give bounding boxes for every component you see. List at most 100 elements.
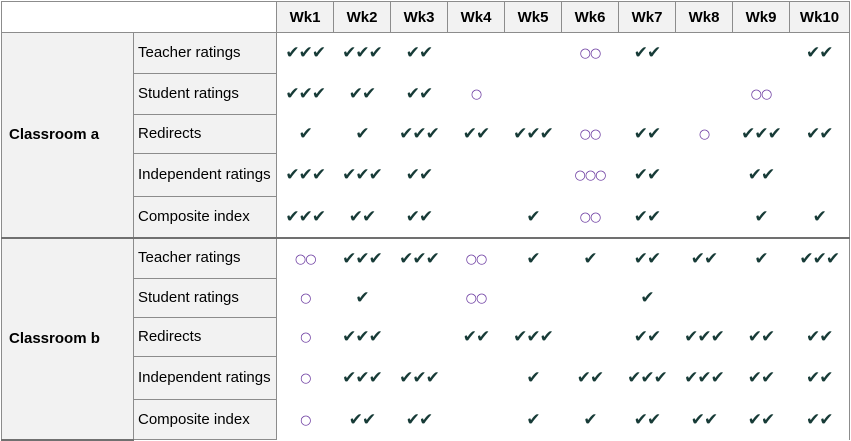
week-cell: ✔✔ bbox=[619, 400, 676, 440]
measure-label: Student ratings bbox=[133, 73, 277, 115]
check-marks: ✔✔✔ bbox=[342, 43, 383, 64]
week-header: Wk1 bbox=[276, 1, 334, 33]
check-marks: ✔✔ bbox=[806, 368, 833, 388]
measure-label: Teacher ratings bbox=[133, 32, 277, 74]
circle-marks: ○ bbox=[300, 412, 311, 428]
week-header: Wk8 bbox=[675, 1, 733, 33]
week-cell bbox=[562, 279, 619, 318]
circle-marks: ○ bbox=[300, 371, 311, 386]
week-cell: ✔✔✔ bbox=[789, 236, 850, 279]
week-header: Wk7 bbox=[618, 1, 676, 33]
check-marks: ✔✔✔ bbox=[399, 368, 440, 388]
check-marks: ✔✔✔ bbox=[684, 327, 725, 347]
week-cell: ✔✔ bbox=[334, 74, 391, 115]
check-marks: ✔✔ bbox=[806, 327, 833, 347]
check-marks: ✔✔✔ bbox=[399, 248, 440, 269]
measure-label: Redirects bbox=[133, 317, 277, 357]
week-cell: ✔✔ bbox=[675, 236, 733, 279]
week-cell: ✔✔ bbox=[618, 236, 676, 279]
check-marks: ✔✔ bbox=[405, 409, 433, 430]
week-cell: ✔✔✔ bbox=[676, 318, 733, 357]
week-cell: ✔✔✔ bbox=[334, 33, 391, 74]
check-marks: ✔✔✔ bbox=[285, 84, 326, 104]
table-row: Student ratings ✔✔✔ ✔✔ ✔✔ ○ ○○ bbox=[2, 73, 850, 115]
check-marks: ✔✔✔ bbox=[684, 368, 725, 388]
check-marks: ✔ bbox=[583, 248, 597, 269]
circle-marks: ○ bbox=[300, 330, 311, 345]
circle-marks: ○ bbox=[698, 127, 710, 142]
check-marks: ✔✔ bbox=[633, 327, 661, 347]
week-cell: ✔✔✔ bbox=[505, 115, 562, 154]
week-cell: ✔✔✔ bbox=[334, 357, 391, 400]
week-cell: ✔✔ bbox=[562, 357, 619, 400]
measure-label: Composite index bbox=[133, 399, 277, 440]
check-marks: ✔✔ bbox=[747, 165, 775, 185]
week-header: Wk10 bbox=[789, 1, 850, 33]
table-body: Classroom a Teacher ratings ✔✔✔ ✔✔✔ ✔✔ ○○ ✔✔ ✔✔… bbox=[1, 32, 850, 441]
week-cell: ✔✔✔ bbox=[333, 236, 391, 279]
check-marks: ✔✔✔ bbox=[342, 368, 383, 388]
header-row: Wk1 Wk2 Wk3 Wk4 Wk5 Wk6 Wk7 Wk8 Wk9 Wk10 bbox=[1, 1, 850, 33]
week-cell: ✔✔✔ bbox=[391, 115, 448, 154]
week-cell: ○○ bbox=[562, 115, 619, 154]
check-marks: ✔ bbox=[812, 206, 827, 227]
week-cell: ✔ bbox=[505, 197, 562, 238]
week-header: Wk6 bbox=[561, 1, 619, 33]
check-marks: ✔ bbox=[526, 206, 540, 227]
check-marks: ✔✔ bbox=[633, 248, 661, 269]
circle-marks: ○○ bbox=[579, 209, 602, 225]
check-marks: ✔✔ bbox=[405, 43, 433, 64]
check-marks: ✔✔ bbox=[633, 43, 661, 64]
week-cell: ✔✔ bbox=[391, 74, 448, 115]
measure-label: Teacher ratings bbox=[133, 236, 277, 279]
measure-label: Student ratings bbox=[133, 278, 277, 318]
week-cell: ✔✔ bbox=[334, 197, 391, 238]
week-cell: ✔✔ bbox=[733, 318, 790, 357]
week-cell: ✔✔ bbox=[391, 33, 448, 74]
check-marks: ✔✔✔ bbox=[513, 327, 554, 347]
week-cell: ✔✔ bbox=[619, 154, 676, 197]
check-marks: ✔✔ bbox=[747, 327, 775, 347]
week-cell bbox=[391, 318, 448, 357]
week-cell: ✔✔ bbox=[391, 400, 448, 440]
check-marks: ✔ bbox=[754, 248, 768, 269]
week-cell bbox=[562, 74, 619, 115]
check-marks: ✔ bbox=[640, 288, 654, 308]
week-cell bbox=[448, 154, 505, 197]
week-cell: ✔✔ bbox=[789, 317, 850, 357]
week-cell bbox=[505, 33, 562, 74]
week-cell: ✔ bbox=[562, 400, 619, 440]
week-cell: ✔✔ bbox=[448, 115, 505, 154]
check-marks: ✔ bbox=[754, 206, 768, 227]
check-marks: ✔✔ bbox=[806, 409, 833, 430]
week-cell: ✔✔✔ bbox=[277, 33, 334, 74]
circle-marks: ○○ bbox=[579, 127, 602, 142]
measure-label: Independent ratings bbox=[133, 153, 277, 197]
week-cell: ✔✔ bbox=[789, 114, 850, 154]
check-marks: ✔✔✔ bbox=[513, 124, 554, 144]
week-cell: ✔✔✔ bbox=[390, 236, 448, 279]
week-cell: ○ bbox=[277, 318, 334, 357]
week-cell: ✔✔ bbox=[391, 154, 448, 197]
week-cell: ○ bbox=[676, 115, 733, 154]
check-marks: ✔✔ bbox=[405, 206, 433, 227]
check-marks: ✔ bbox=[526, 409, 540, 430]
check-marks: ✔✔ bbox=[690, 409, 718, 430]
circle-marks: ○○ bbox=[579, 46, 602, 62]
corner-cell bbox=[1, 1, 277, 33]
week-cell: ✔ bbox=[504, 236, 562, 279]
circle-marks: ○○○ bbox=[574, 168, 606, 183]
check-marks: ✔✔ bbox=[633, 409, 661, 430]
week-cell: ✔✔ bbox=[733, 154, 790, 197]
week-header: Wk9 bbox=[732, 1, 790, 33]
week-cell: ✔ bbox=[733, 197, 790, 238]
check-marks: ✔✔ bbox=[633, 206, 661, 227]
week-cell: ○ bbox=[277, 400, 334, 440]
week-cell bbox=[562, 318, 619, 357]
check-marks: ✔✔✔ bbox=[285, 165, 326, 185]
week-cell: ✔✔ bbox=[391, 197, 448, 238]
week-cell: ○○ bbox=[447, 236, 505, 279]
week-cell: ○○ bbox=[562, 197, 619, 238]
week-cell bbox=[789, 278, 850, 318]
week-cell bbox=[676, 74, 733, 115]
